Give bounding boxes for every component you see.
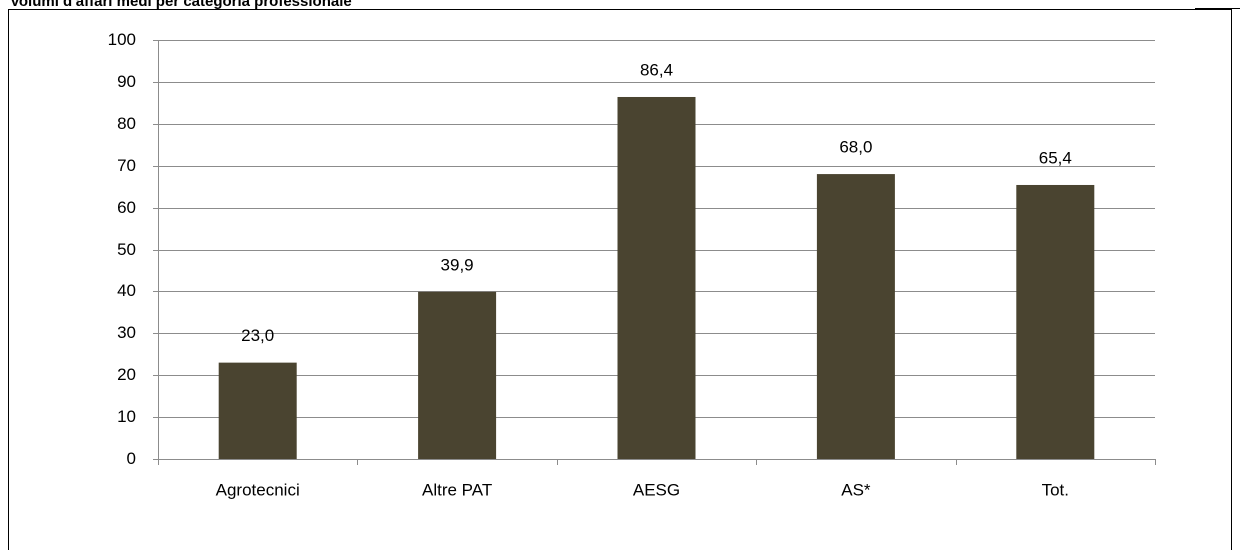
y-tick-label: 20	[117, 365, 136, 384]
chart-title: Volumi d'affari medi per categoria profe…	[10, 0, 352, 10]
y-tick-label: 60	[117, 198, 136, 217]
y-tick-label: 30	[117, 323, 136, 342]
value-label: 23,0	[241, 326, 274, 345]
y-tick-label: 40	[117, 281, 136, 300]
y-tick-label: 10	[117, 407, 136, 426]
x-tick-label: AESG	[633, 480, 680, 499]
y-tick-label: 90	[117, 72, 136, 91]
x-tick-label: Agrotecnici	[216, 480, 300, 499]
value-label: 68,0	[839, 138, 872, 157]
bar	[218, 362, 297, 459]
x-tick-label: Tot.	[1042, 480, 1069, 499]
y-tick-label: 0	[127, 449, 136, 468]
chart-frame	[8, 9, 1232, 550]
y-tick-label: 70	[117, 156, 136, 175]
y-tick-label: 100	[108, 30, 136, 49]
y-tick-label: 50	[117, 240, 136, 259]
y-tick-label: 80	[117, 114, 136, 133]
x-tick-label: AS*	[841, 480, 871, 499]
value-label: 86,4	[640, 60, 673, 79]
bar	[617, 96, 696, 459]
value-label: 39,9	[441, 255, 474, 274]
x-tick-label: Altre PAT	[422, 480, 492, 499]
bar	[816, 174, 895, 459]
bar	[418, 291, 497, 459]
bar	[1016, 184, 1095, 459]
value-label: 65,4	[1039, 148, 1072, 167]
